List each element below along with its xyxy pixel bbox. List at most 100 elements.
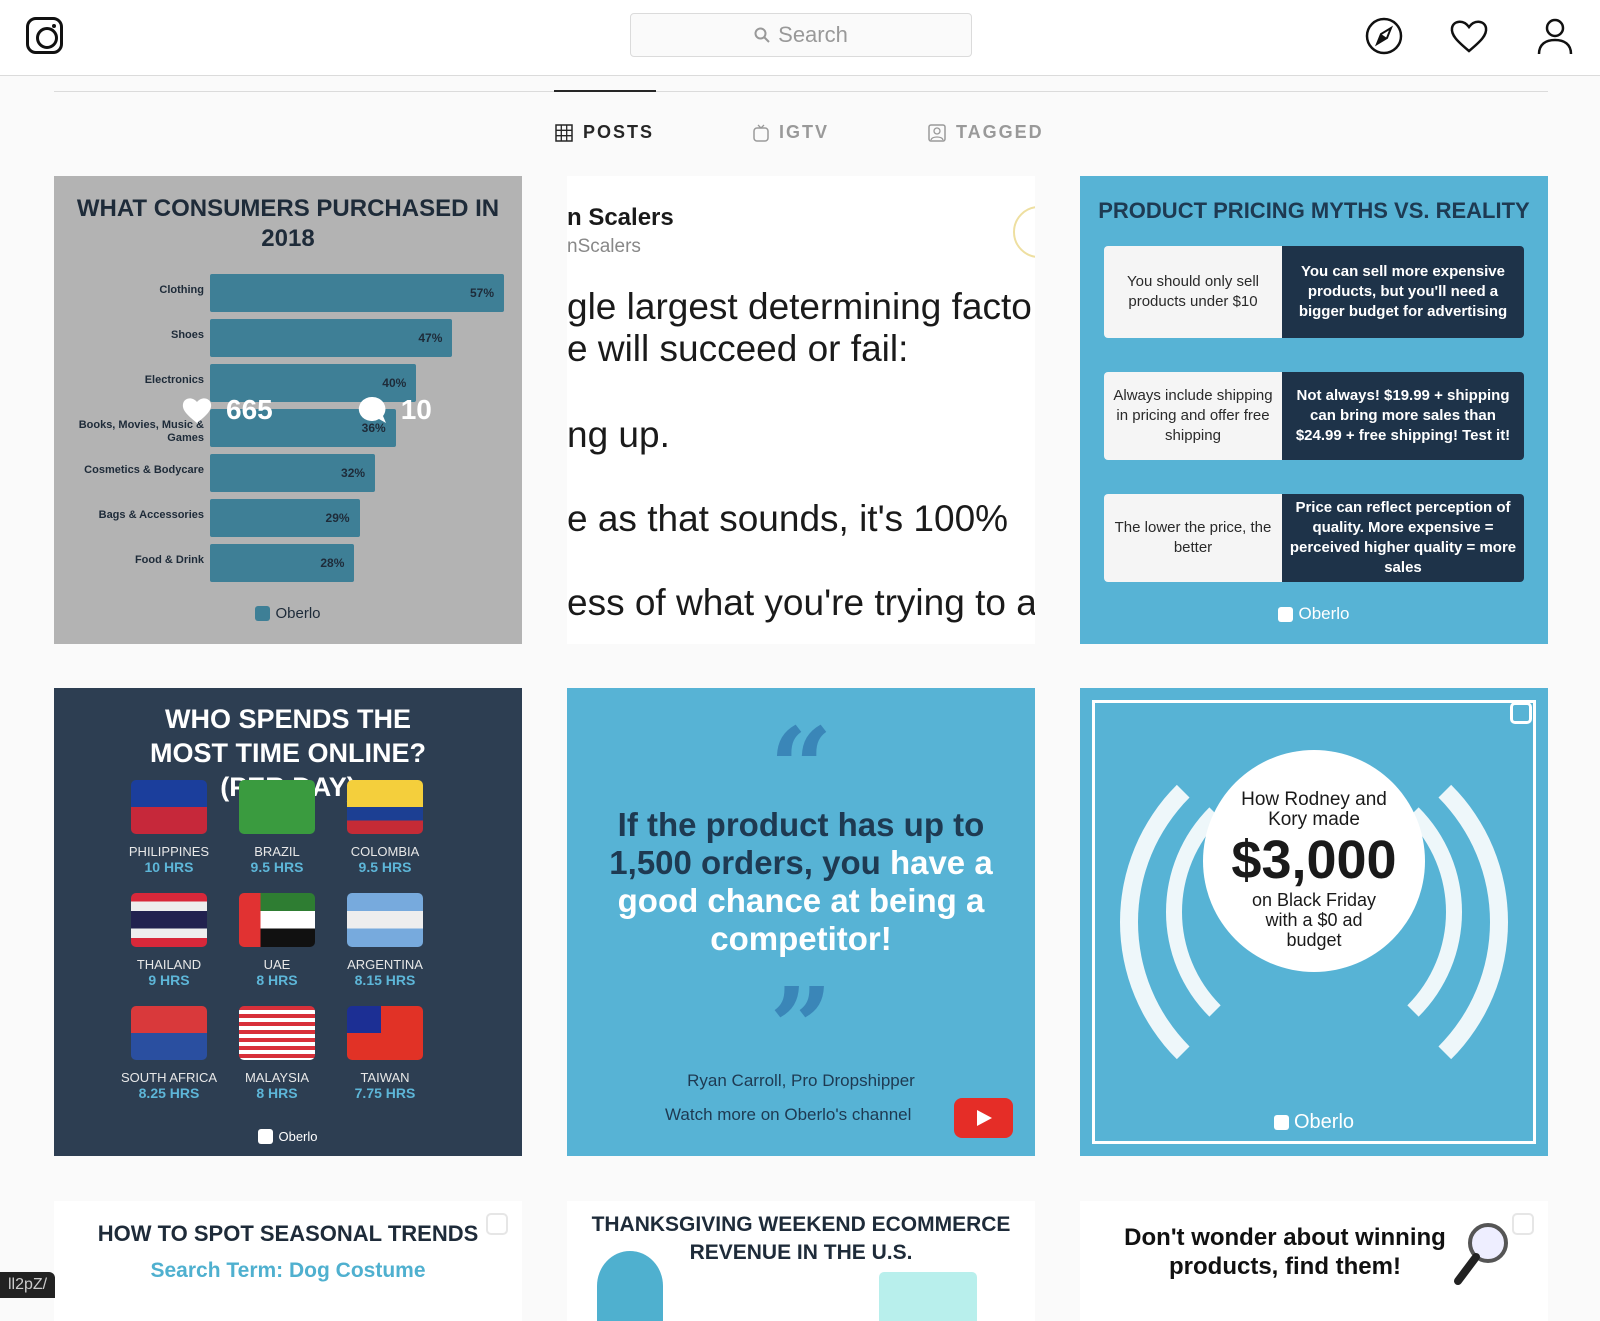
country-name: MALAYSIA	[244, 1070, 310, 1085]
myth-row: The lower the price, the better Price can…	[1104, 494, 1524, 582]
country-name: PHILIPPINES	[128, 844, 210, 859]
oberlo-logo: Oberlo	[54, 605, 522, 622]
bar: 47%	[210, 319, 453, 357]
country-hours: 8 HRS	[256, 1085, 298, 1101]
post-tweet-screenshot[interactable]: n Scalers nScalers gle largest determini…	[567, 176, 1035, 644]
open-quote-icon: “	[769, 703, 833, 832]
tabs-divider	[54, 91, 1548, 92]
flag-icon	[239, 893, 315, 947]
bar-row: Books, Movies, Music & Games 36%	[54, 409, 522, 447]
post-time-online[interactable]: WHO SPENDS THE MOST TIME ONLINE? (PER DA…	[54, 688, 522, 1156]
tab-tagged[interactable]: TAGGED	[928, 122, 1044, 143]
instagram-logo[interactable]	[26, 17, 63, 54]
post-pricing-myths[interactable]: PRODUCT PRICING MYTHS VS. REALITY You sh…	[1080, 176, 1548, 644]
search-placeholder: Search	[778, 22, 848, 47]
country-hours: 8 HRS	[256, 972, 298, 988]
oberlo-logo: Oberlo	[54, 1129, 522, 1144]
carousel-icon	[1512, 1213, 1534, 1235]
flag-icon	[239, 780, 315, 834]
bar-row: Food & Drink 28%	[54, 544, 522, 582]
post-quote-ryan-carroll[interactable]: “ If the product has up to 1,500 orders,…	[567, 688, 1035, 1156]
bar: 32%	[210, 454, 376, 492]
tv-icon	[753, 124, 769, 142]
video-icon	[1510, 702, 1532, 724]
country-name: ARGENTINA	[347, 957, 423, 972]
country-name: THAILAND	[136, 957, 202, 972]
turkey-illustration	[597, 1251, 663, 1321]
oberlo-logo: Oberlo	[1080, 604, 1548, 624]
bar-value: 57%	[469, 286, 494, 300]
hover-stats: 665 10	[182, 394, 432, 426]
comment-count: 10	[400, 394, 432, 425]
bar-value: 36%	[361, 421, 386, 435]
country-hours: 8.15 HRS	[354, 972, 416, 988]
like-count: 665	[226, 394, 273, 425]
status-url: ll2pZ/	[0, 1272, 56, 1298]
oberlo-logo: Oberlo	[1080, 1111, 1548, 1134]
search-icon	[754, 27, 770, 43]
bar-row: Clothing 57%	[54, 274, 522, 312]
country-item: BRAZIL 9.5 HRS	[202, 780, 352, 875]
country-item: SOUTH AFRICA 8.25 HRS	[94, 1006, 244, 1101]
bar-value: 47%	[418, 331, 443, 345]
flag-icon	[131, 1006, 207, 1060]
country-hours: 9 HRS	[148, 972, 190, 988]
post-seasonal-trends[interactable]: HOW TO SPOT SEASONAL TRENDS Search Term:…	[54, 1201, 522, 1321]
bar-label: Bags & Accessories	[98, 509, 204, 521]
country-item: COLOMBIA 9.5 HRS	[310, 780, 460, 875]
heart-icon[interactable]	[1449, 16, 1489, 56]
bar-label: Clothing	[159, 284, 204, 296]
post-winning-products[interactable]: Don't wonder about winning products, fin…	[1080, 1201, 1548, 1321]
post-thanksgiving-revenue[interactable]: THANKSGIVING WEEKEND ECOMMERCE REVENUE I…	[567, 1201, 1035, 1321]
country-item: TAIWAN 7.75 HRS	[310, 1006, 460, 1101]
flag-icon	[131, 893, 207, 947]
comment-count-icon	[358, 396, 386, 423]
bar: 57%	[210, 274, 504, 312]
myth-row: You should only sell products under $10 Y…	[1104, 246, 1524, 338]
post-title: WHAT CONSUMERS PURCHASED IN 2018	[76, 195, 500, 252]
tab-igtv[interactable]: IGTV	[753, 122, 829, 143]
flag-icon	[239, 1006, 315, 1060]
like-count-heart-icon	[182, 398, 212, 423]
myth-row: Always include shipping in pricing and o…	[1104, 372, 1524, 460]
country-name: COLOMBIA	[350, 844, 420, 859]
flag-icon	[347, 1006, 423, 1060]
bar-row: Cosmetics & Bodycare 32%	[54, 454, 522, 492]
country-hours: 7.75 HRS	[354, 1085, 416, 1101]
carousel-icon	[486, 1213, 508, 1235]
bar-value: 28%	[320, 556, 345, 570]
bar-value: 29%	[325, 511, 350, 525]
post-rodney-kory-video[interactable]: How Rodney and Kory made $3,000 on Black…	[1080, 688, 1548, 1156]
country-hours: 9.5 HRS	[250, 859, 304, 875]
bar: 29%	[210, 499, 360, 537]
chart-bar	[879, 1272, 977, 1321]
close-quote-icon: ”	[769, 963, 833, 1092]
active-tab-indicator	[554, 90, 656, 92]
country-name: SOUTH AFRICA	[120, 1070, 218, 1085]
bar-label: Food & Drink	[134, 554, 204, 566]
flag-icon	[131, 780, 207, 834]
tab-posts[interactable]: POSTS	[555, 122, 654, 143]
bar-value: 32%	[341, 466, 366, 480]
country-name: UAE	[263, 957, 291, 972]
country-item: MALAYSIA 8 HRS	[202, 1006, 352, 1101]
bar-label: Shoes	[170, 329, 204, 341]
profile-icon[interactable]	[1535, 16, 1575, 56]
country-name: TAIWAN	[360, 1070, 410, 1085]
youtube-play-icon	[954, 1098, 1013, 1138]
post-consumers-purchased[interactable]: WHAT CONSUMERS PURCHASED IN 2018 Clothin…	[54, 176, 522, 644]
bar: 28%	[210, 544, 355, 582]
search-input[interactable]: Search	[630, 13, 972, 57]
bar-label: Electronics	[144, 374, 204, 386]
avatar	[1013, 206, 1035, 258]
country-hours: 10 HRS	[144, 859, 194, 875]
country-name: BRAZIL	[254, 844, 300, 859]
bar-value: 40%	[382, 376, 407, 390]
bar-label: Cosmetics & Bodycare	[84, 464, 204, 476]
bar-label: Books, Movies, Music & Games	[78, 419, 204, 444]
country-hours: 9.5 HRS	[358, 859, 412, 875]
headline-circle: How Rodney and Kory made $3,000 on Black…	[1203, 750, 1425, 972]
tagged-icon	[928, 123, 946, 142]
compass-icon[interactable]	[1364, 16, 1404, 56]
country-item: ARGENTINA 8.15 HRS	[310, 893, 460, 988]
